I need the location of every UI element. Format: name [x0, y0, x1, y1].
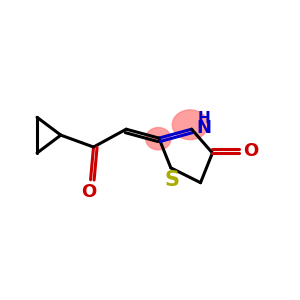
Ellipse shape	[172, 110, 208, 140]
Text: N: N	[196, 119, 211, 137]
Text: O: O	[243, 142, 258, 160]
Text: H: H	[198, 111, 211, 126]
Ellipse shape	[146, 128, 171, 150]
Text: S: S	[165, 170, 180, 190]
Text: O: O	[81, 183, 97, 201]
